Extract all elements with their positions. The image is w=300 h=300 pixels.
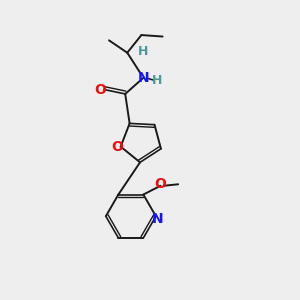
Text: N: N <box>152 212 163 226</box>
Text: O: O <box>111 140 123 154</box>
Text: H: H <box>152 74 163 87</box>
Text: N: N <box>138 71 149 85</box>
Text: O: O <box>154 177 166 191</box>
Text: H: H <box>138 45 148 58</box>
Text: O: O <box>94 82 106 97</box>
